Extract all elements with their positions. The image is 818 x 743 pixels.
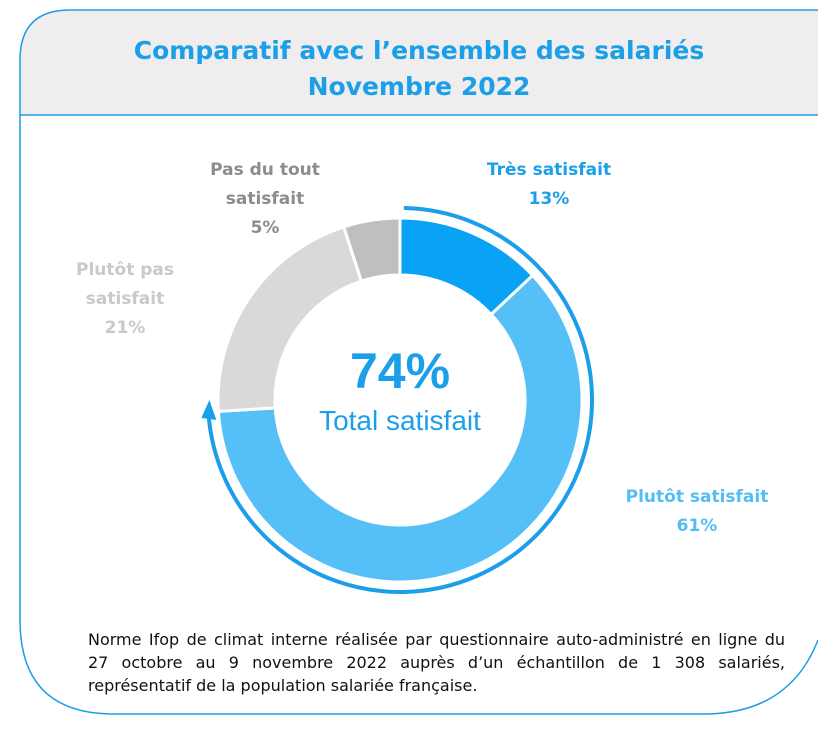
category-label: Plutôt pas satisfait: [76, 260, 174, 309]
slice-label: Très satisfait 13%: [459, 156, 639, 214]
chart-title: Comparatif avec l’ensemble des salariés: [133, 36, 705, 65]
slice-label: Plutôt pas satisfait 21%: [65, 256, 185, 343]
chart-subtitle: Novembre 2022: [307, 72, 531, 101]
bracket-arrowhead: [201, 400, 217, 421]
note: Norme Ifop de climat interne réalisée pa…: [88, 630, 785, 695]
value-label: 61%: [676, 516, 718, 536]
slice-label: Pas du tout satisfait 5%: [205, 156, 325, 243]
category-label: Plutôt satisfait: [625, 487, 769, 507]
center-value: 74%: [350, 343, 450, 399]
donut-slice: [216, 273, 584, 584]
value-label: 21%: [104, 318, 146, 338]
card-border: [19, 9, 818, 715]
donut-slice: [341, 216, 402, 284]
center-label: Total satisfait: [319, 405, 481, 436]
value-label: 5%: [250, 218, 280, 238]
category-label: Pas du tout satisfait: [210, 160, 320, 209]
donut-slice: [216, 225, 364, 414]
category-label: Très satisfait: [486, 160, 612, 180]
value-label: 13%: [528, 189, 570, 209]
slice-label: Plutôt satisfait 61%: [597, 483, 797, 541]
header-bg: [20, 10, 818, 115]
bracket-arc: [206, 206, 594, 594]
